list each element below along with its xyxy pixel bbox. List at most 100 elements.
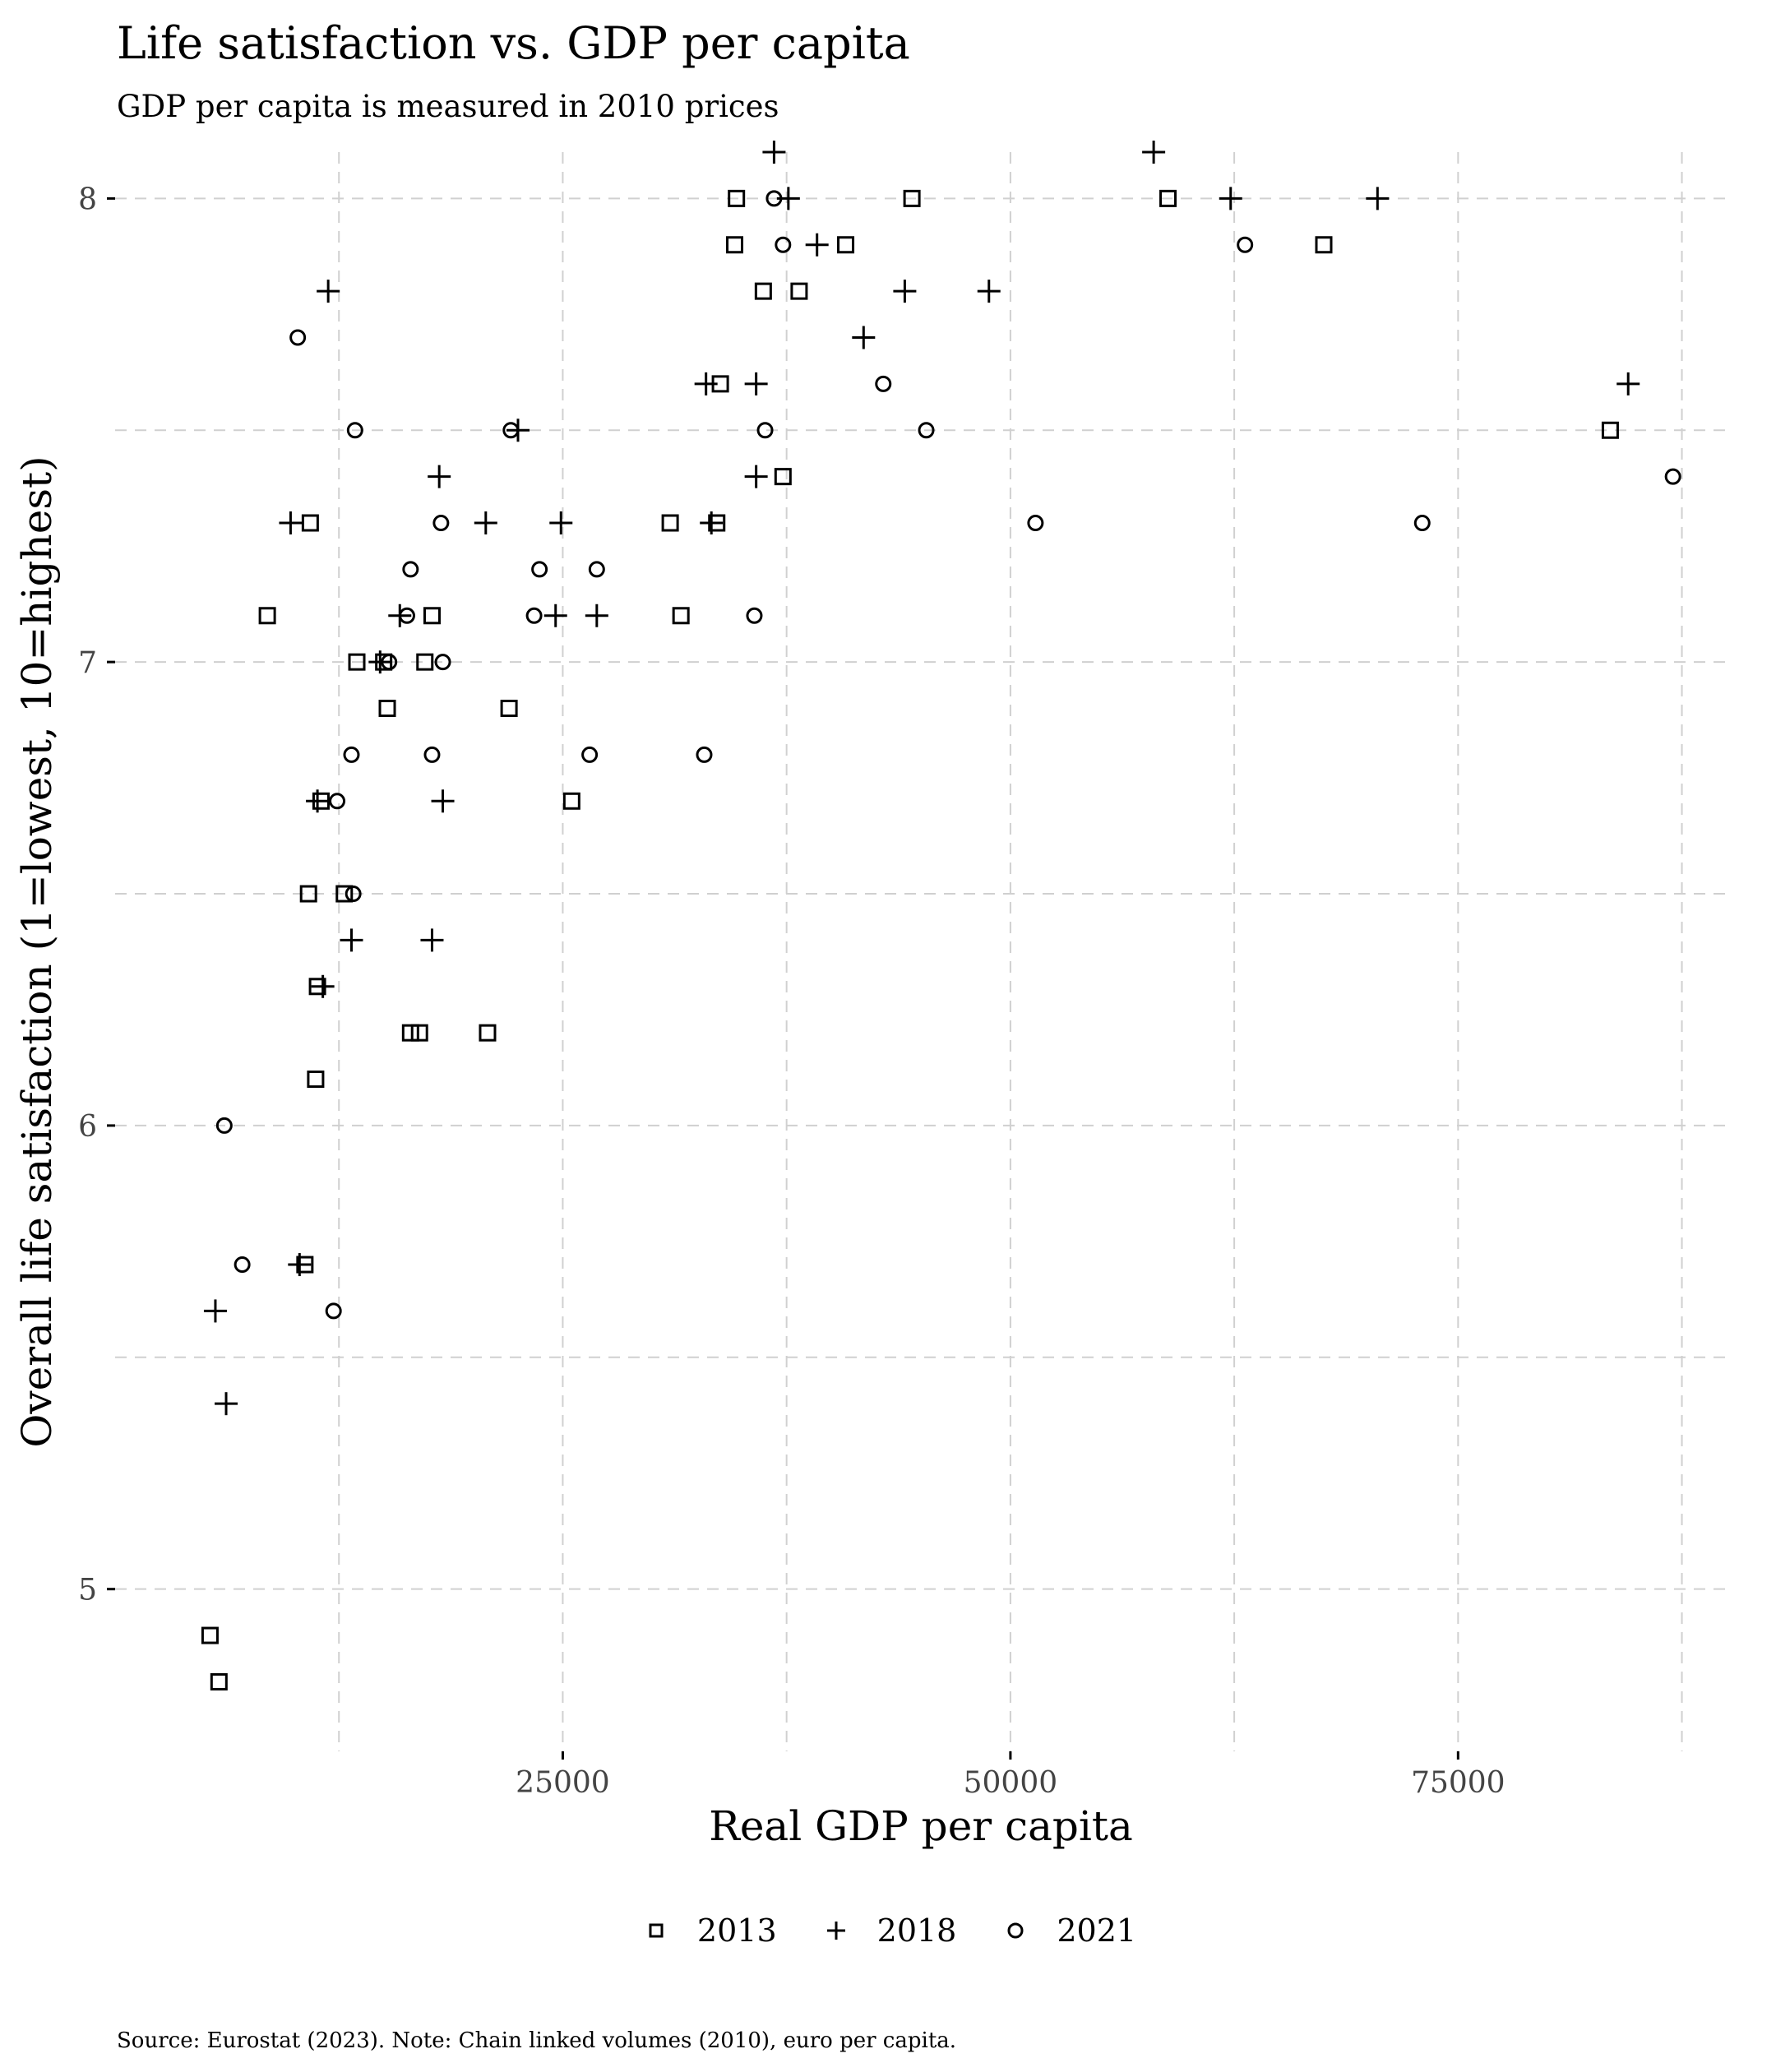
data-point-2018 [215,1392,238,1416]
data-point-2018 [420,928,444,952]
data-point-2013 [790,282,808,300]
data-point-2021 [746,607,763,624]
data-point-2013 [201,1626,219,1644]
data-point-2021 [581,746,599,763]
data-point-2018 [1616,372,1640,395]
data-point-2021 [325,1302,342,1320]
data-point-2021 [531,561,548,578]
data-point-2018 [306,789,330,813]
data-point-2018 [762,141,786,164]
data-point-2021 [423,746,441,763]
data-point-2021 [1664,468,1681,485]
data-point-2018 [474,511,497,535]
data-point-2018 [1219,187,1242,210]
data-point-2018 [340,928,363,952]
data-point-2018 [852,326,876,349]
data-point-2013 [1159,189,1177,207]
data-point-2021 [343,746,360,763]
data-point-2021 [215,1117,233,1134]
data-point-2021 [402,561,419,578]
x-axis-label: Real GDP per capita [709,1802,1133,1850]
scatter-plot: 5 6 7 8 25000 50000 75000 Real GDP per capita Ov… [13,141,1727,1850]
data-point-2021 [502,422,520,439]
data-point-2013 [1601,421,1619,439]
legend-label: 2021 [1057,1912,1137,1949]
y-tick-label: 6 [78,1110,97,1144]
data-point-2013 [416,653,434,671]
data-point-2021 [1413,515,1431,532]
plus-marker-icon [826,1922,845,1940]
data-point-2013 [401,1024,419,1042]
data-point-2021 [398,607,415,624]
data-point-2013 [423,607,441,625]
data-point-2018 [368,650,392,674]
data-point-2018 [1366,187,1390,210]
source-caption: Source: Eurostat (2023). Note: Chain lin… [117,2028,957,2053]
data-point-2021 [775,236,792,253]
data-point-2021 [434,654,451,671]
data-point-2018 [288,1253,312,1277]
data-point-2018 [893,280,917,303]
data-point-2018 [317,280,340,303]
legend-item-2021: 2021 [999,1912,1136,1949]
data-point-2021 [432,515,450,532]
data-point-2013 [754,282,772,300]
legend-item-2013: 2013 [640,1912,777,1949]
data-point-2018 [585,604,608,627]
data-point-2018 [279,511,303,535]
square-marker-icon [649,1923,664,1938]
y-axis-label: Overall life satisfaction (1=lowest, 10=… [13,456,61,1447]
legend-label: 2013 [696,1912,777,1949]
data-point-2013 [210,1672,228,1690]
data-point-2021 [1027,515,1044,532]
data-point-2021 [875,375,892,392]
data-point-2018 [1142,141,1166,164]
legend-item-2018: 2018 [820,1912,957,1949]
data-point-2013 [378,700,396,718]
data-point-2013 [500,700,518,718]
data-point-2013 [1315,236,1333,254]
x-tick-label: 75000 [1411,1766,1505,1800]
data-point-2021 [1237,236,1254,253]
data-point-2018 [744,465,768,488]
data-point-2021 [756,422,774,439]
legend: 2013 2018 2021 [0,1906,1776,1955]
data-point-2013 [726,236,744,254]
data-point-2013 [299,885,317,903]
data-point-2018 [311,974,335,998]
data-point-2021 [696,746,713,763]
data-point-2018 [694,372,718,395]
data-point-2013 [258,607,276,625]
data-point-2013 [301,514,319,532]
data-point-2013 [837,236,855,254]
chart-title: Life satisfaction vs. GDP per capita [117,17,910,69]
data-point-2013 [672,607,690,625]
data-point-2013 [335,885,354,903]
data-point-2021 [525,607,543,624]
data-point-2021 [765,190,783,207]
data-point-2021 [918,422,935,439]
data-point-2013 [348,653,366,671]
y-tick-label: 7 [78,646,97,680]
data-point-2018 [700,511,724,535]
data-point-2018 [549,511,573,535]
data-point-2018 [805,233,829,257]
data-point-2018 [744,372,768,395]
data-point-2013 [410,1024,428,1042]
data-point-2013 [903,189,921,207]
y-tick-label: 8 [78,183,97,216]
data-point-2013 [479,1024,497,1042]
data-point-2013 [562,792,580,810]
data-point-2018 [428,465,451,488]
data-point-2018 [431,789,455,813]
data-point-2021 [234,1256,251,1274]
data-point-2021 [329,793,346,810]
chart-subtitle: GDP per capita is measured in 2010 price… [117,89,779,124]
data-point-2013 [661,514,679,532]
data-point-2018 [203,1299,227,1323]
data-point-2021 [588,561,605,578]
legend-label: 2018 [876,1912,957,1949]
data-point-2021 [346,422,363,439]
x-tick-label: 25000 [516,1766,610,1800]
data-point-2013 [774,468,792,486]
